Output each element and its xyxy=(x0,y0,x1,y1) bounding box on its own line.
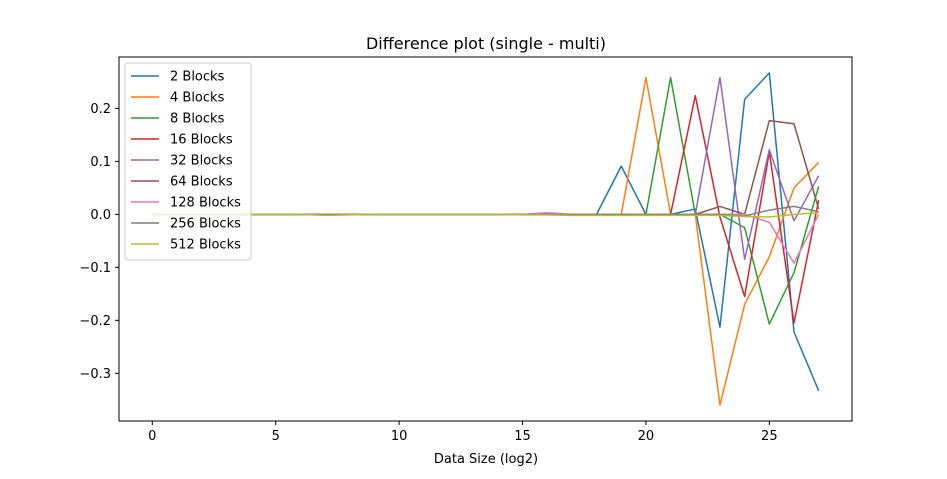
y-tick-label: 0.2 xyxy=(90,102,111,117)
legend-label: 32 Blocks xyxy=(170,154,233,169)
y-tick-label: 0.1 xyxy=(90,155,111,170)
y-tick-label: −0.2 xyxy=(79,314,111,329)
legend-label: 512 Blocks xyxy=(170,238,241,253)
x-tick-label: 0 xyxy=(148,429,156,444)
plot-frame xyxy=(118,56,853,422)
y-tick-label: −0.1 xyxy=(79,261,111,276)
axes-layer: 0 5 10 15 20 25 −0.3 −0.2 −0.1 0.0 0.1 0.2 xyxy=(79,102,777,444)
legend-box xyxy=(124,62,252,261)
x-tick-label: 25 xyxy=(761,429,778,444)
legend-label: 256 Blocks xyxy=(170,217,241,232)
legend-label: 64 Blocks xyxy=(170,175,233,190)
chart-title: Difference plot (single - multi) xyxy=(366,34,606,53)
x-tick-label: 5 xyxy=(272,429,280,444)
y-tick-label: −0.3 xyxy=(79,367,111,382)
series-line-9 xyxy=(152,212,819,218)
legend-label: 16 Blocks xyxy=(170,133,233,148)
x-axis-label: Data Size (log2) xyxy=(434,452,538,467)
x-tick-label: 10 xyxy=(391,429,408,444)
legend-label: 4 Blocks xyxy=(170,91,225,106)
legend-label: 128 Blocks xyxy=(170,196,241,211)
y-tick-label: 0.0 xyxy=(90,208,111,223)
legend: 2 Blocks 4 Blocks 8 Blocks 16 Blocks 32 Bloc… xyxy=(124,62,252,261)
x-tick-label: 15 xyxy=(514,429,531,444)
series-layer xyxy=(152,72,820,406)
x-tick-label: 20 xyxy=(638,429,655,444)
legend-label: 2 Blocks xyxy=(170,70,225,85)
legend-label: 8 Blocks xyxy=(170,112,225,127)
